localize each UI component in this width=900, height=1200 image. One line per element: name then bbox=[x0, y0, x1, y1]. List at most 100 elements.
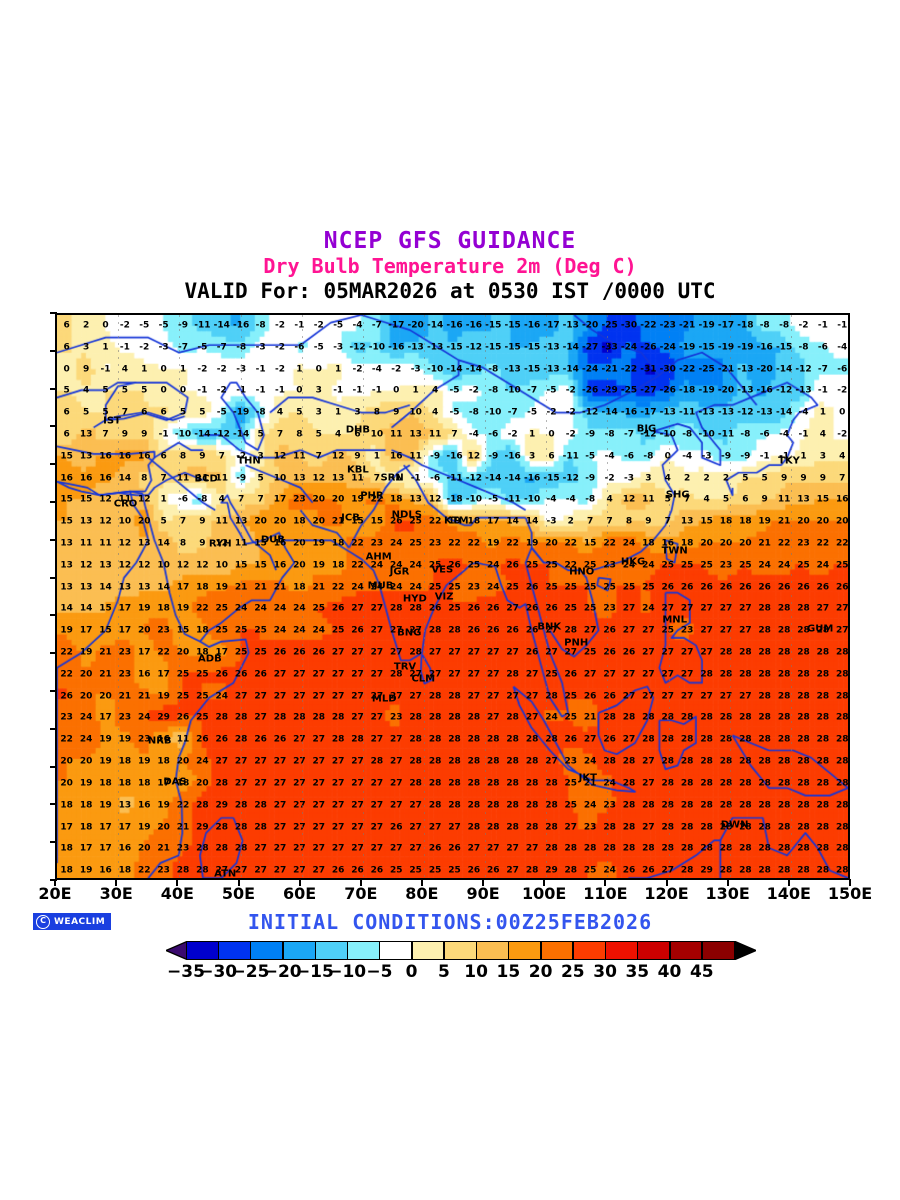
x-axis-tick-label: 30E bbox=[99, 884, 133, 903]
grid-value: 12 bbox=[428, 494, 442, 505]
grid-value: 7 bbox=[160, 473, 167, 484]
grid-value: -14 bbox=[446, 364, 463, 374]
grid-value: 2 bbox=[703, 473, 710, 484]
grid-value: 24 bbox=[487, 560, 500, 571]
grid-value: 18 bbox=[680, 538, 694, 549]
grid-value: 27 bbox=[370, 800, 384, 811]
grid-value: 10 bbox=[409, 407, 422, 418]
grid-value: 26 bbox=[583, 691, 597, 702]
city-label: TRV bbox=[393, 661, 417, 672]
grid-value: 23 bbox=[157, 625, 170, 636]
grid-value: -1 bbox=[294, 320, 305, 331]
grid-value: 12 bbox=[118, 538, 132, 549]
grid-value: 26 bbox=[545, 603, 558, 614]
grid-value: 17 bbox=[118, 625, 132, 636]
grid-value: 28 bbox=[545, 843, 558, 854]
grid-value: 27 bbox=[409, 822, 422, 832]
grid-value: 28 bbox=[739, 865, 752, 876]
grid-value: 17 bbox=[79, 843, 93, 854]
grid-value: 26 bbox=[777, 582, 791, 593]
grid-value: -10 bbox=[426, 364, 444, 374]
grid-value: 28 bbox=[622, 712, 636, 723]
grid-value: 28 bbox=[777, 712, 791, 723]
grid-value: 16 bbox=[118, 843, 132, 854]
grid-value: 25 bbox=[331, 625, 345, 636]
grid-value: 18 bbox=[196, 625, 209, 636]
grid-value: 27 bbox=[390, 756, 403, 767]
grid-value: 28 bbox=[428, 625, 442, 636]
grid-value: -7 bbox=[527, 385, 538, 396]
grid-value: 28 bbox=[777, 647, 791, 658]
grid-value: 17 bbox=[118, 603, 132, 614]
x-axis-tick bbox=[115, 879, 118, 886]
grid-value: -30 bbox=[660, 365, 676, 374]
grid-value: 28 bbox=[331, 734, 345, 745]
x-axis-tick bbox=[665, 879, 668, 886]
grid-value: 19 bbox=[215, 582, 229, 593]
grid-value: -7 bbox=[507, 407, 518, 418]
city-label: PNH bbox=[564, 637, 589, 649]
grid-value: 12 bbox=[196, 560, 209, 571]
grid-value: 25 bbox=[642, 582, 655, 593]
grid-value: 26 bbox=[467, 865, 481, 876]
grid-value: 27 bbox=[564, 822, 578, 832]
grid-value: -1 bbox=[759, 451, 770, 462]
grid-value: 24 bbox=[583, 756, 597, 767]
grid-value: 28 bbox=[758, 691, 771, 702]
grid-value: 26 bbox=[603, 734, 616, 745]
grid-value: 0 bbox=[63, 364, 70, 374]
grid-value: 28 bbox=[680, 756, 694, 767]
grid-value: -19 bbox=[737, 342, 754, 353]
grid-value: -1 bbox=[255, 364, 266, 374]
grid-value: 22 bbox=[506, 538, 519, 549]
grid-value: -2 bbox=[313, 320, 324, 331]
grid-value: 27 bbox=[700, 691, 713, 702]
grid-value: -8 bbox=[255, 407, 266, 418]
grid-value: 27 bbox=[254, 712, 267, 723]
grid-value: 21 bbox=[118, 691, 132, 702]
grid-value: -8 bbox=[643, 451, 654, 462]
grid-value: 8 bbox=[179, 451, 187, 462]
grid-value: 25 bbox=[428, 582, 442, 593]
grid-value: 27 bbox=[370, 691, 384, 702]
grid-value: 27 bbox=[409, 625, 422, 636]
grid-value: -2 bbox=[275, 342, 285, 353]
grid-value: 27 bbox=[312, 734, 326, 745]
grid-value: 27 bbox=[273, 865, 287, 876]
grid-value: -4 bbox=[798, 407, 809, 418]
grid-value: 21 bbox=[99, 669, 112, 680]
grid-value: 9 bbox=[761, 494, 768, 505]
grid-value: 6 bbox=[63, 320, 70, 331]
grid-value: 27 bbox=[739, 603, 752, 614]
grid-value: 28 bbox=[564, 865, 578, 876]
grid-value: -15 bbox=[504, 320, 521, 331]
grid-value: 28 bbox=[662, 735, 675, 745]
grid-value: 28 bbox=[836, 800, 849, 811]
gridline-vertical bbox=[607, 315, 609, 878]
colorbar-tick-label: −10 bbox=[328, 962, 367, 982]
grid-value: -12 bbox=[640, 429, 657, 440]
grid-value: 28 bbox=[196, 800, 209, 811]
grid-value: 25 bbox=[390, 865, 403, 876]
grid-value: 17 bbox=[176, 582, 190, 593]
grid-value: 28 bbox=[700, 734, 713, 745]
grid-value: 28 bbox=[719, 778, 733, 789]
grid-value: 21 bbox=[138, 691, 151, 702]
colorbar-tick-label: 35 bbox=[625, 962, 650, 982]
gridline-vertical bbox=[729, 315, 731, 878]
grid-value: 28 bbox=[545, 822, 558, 832]
grid-value: 21 bbox=[99, 647, 112, 658]
grid-value: 22 bbox=[157, 647, 170, 658]
grid-value: 24 bbox=[370, 582, 384, 593]
grid-value: 14 bbox=[157, 538, 170, 549]
grid-value: 20 bbox=[293, 560, 306, 571]
grid-value: 16 bbox=[99, 451, 112, 462]
grid-value: 27 bbox=[448, 669, 461, 680]
x-axis-tick bbox=[787, 879, 790, 886]
grid-value: -11 bbox=[562, 451, 579, 462]
grid-value: -10 bbox=[660, 430, 676, 439]
grid-value: 28 bbox=[797, 800, 810, 811]
grid-value: 25 bbox=[564, 778, 578, 789]
grid-value: 1 bbox=[179, 364, 187, 374]
grid-value: -17 bbox=[543, 320, 560, 331]
